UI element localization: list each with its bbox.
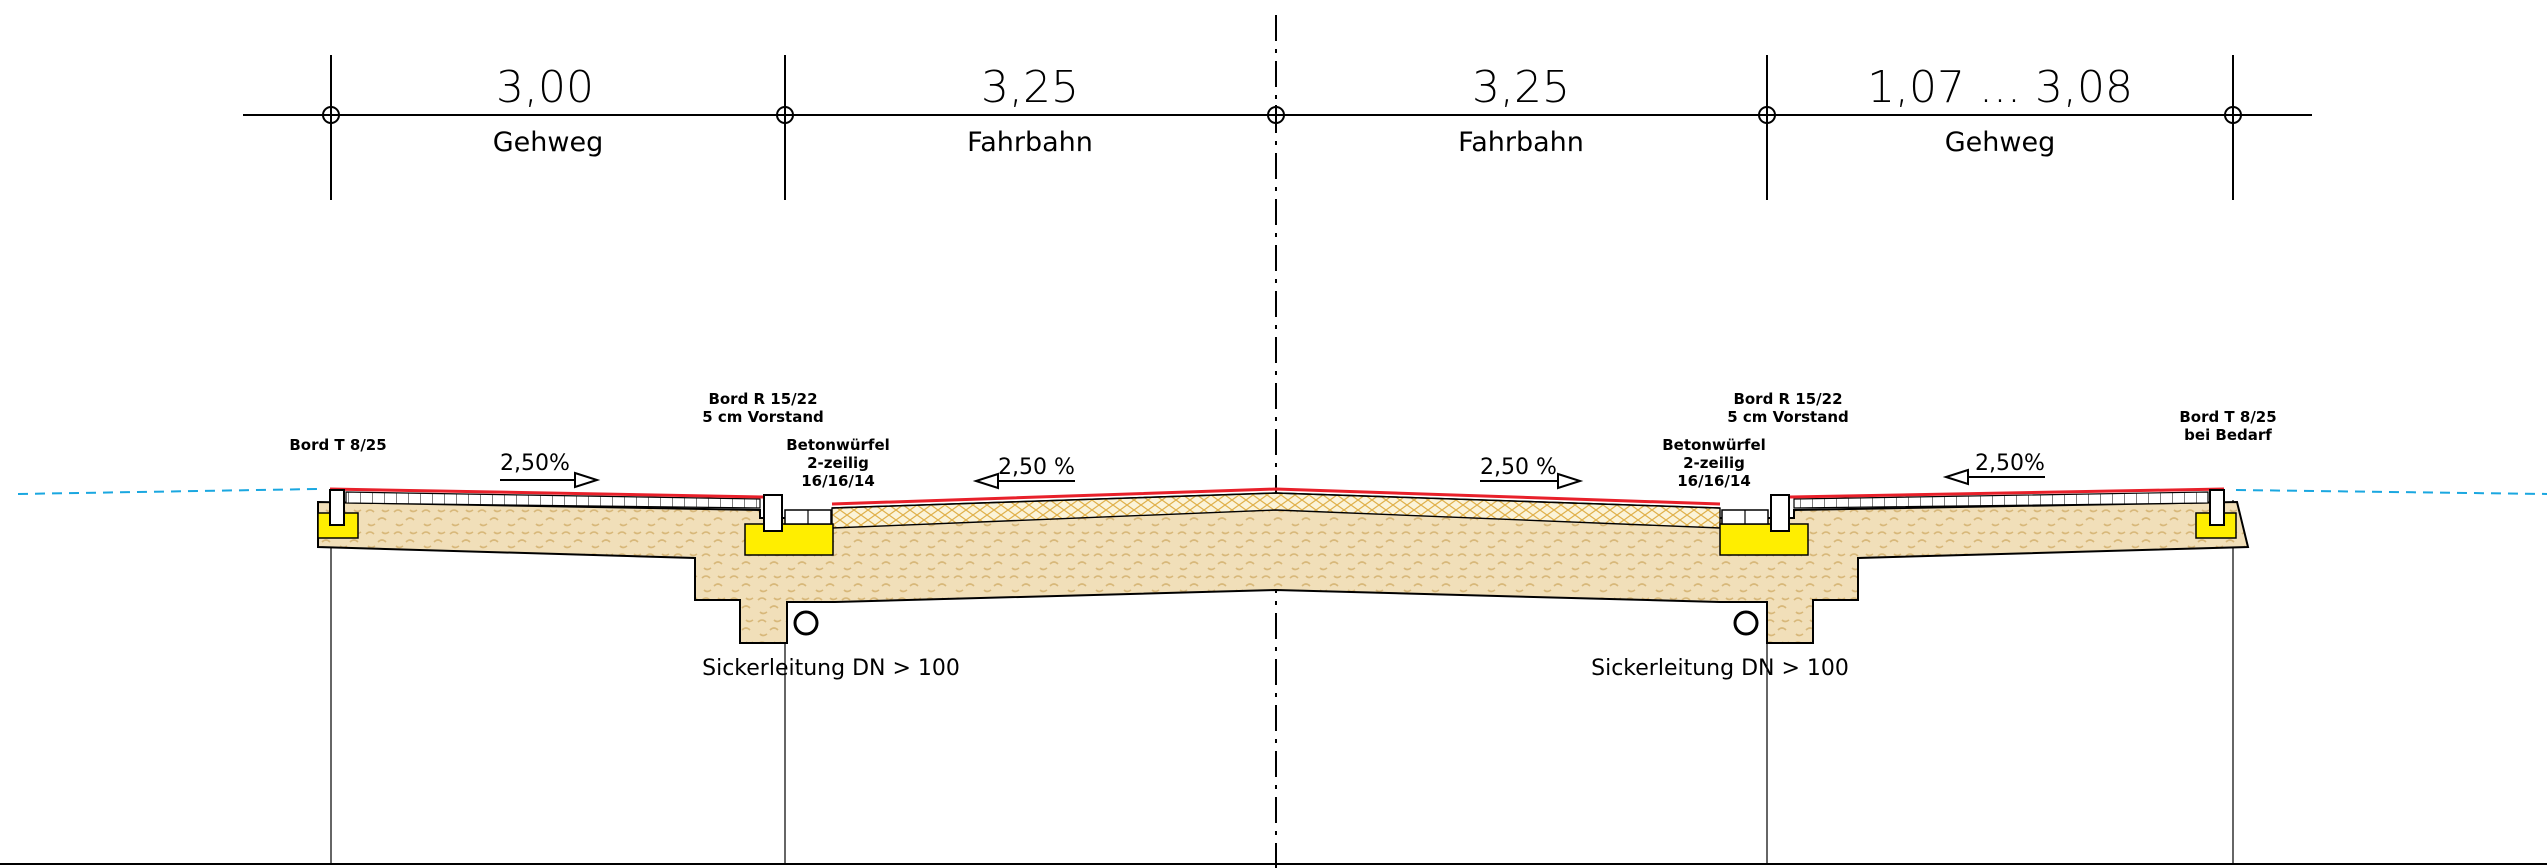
slope-label-road-left: 2,50 % [998,455,1075,480]
label-beton-right-line1: Betonwürfel [1662,436,1766,454]
dimension-value-sidewalk-left: 3,00 [496,62,594,113]
drain-pipe-left [795,612,817,634]
label-beton-right-line2: 2-zeilig [1683,454,1745,472]
dimension-name-sidewalk-right: Gehweg [1945,127,2055,158]
drain-pipe-right [1735,612,1757,634]
existing-ground-line-left [18,489,318,494]
dimension-name-sidewalk-left: Gehweg [493,127,603,158]
dimension-name-lane-left: Fahrbahn [967,127,1093,158]
dimension-value-lane-left: 3,25 [981,62,1079,113]
label-bord-t-right-line1: Bord T 8/25 [2179,408,2276,426]
dimension-node-marker [1757,105,1777,125]
label-bord-r-right-line2: 5 cm Vorstand [1727,408,1849,426]
label-bord-t-left: Bord T 8/25 [289,436,386,454]
dimension-chain: 3,00 Gehweg 3,25 Fahrbahn 3,25 Fahrbahn … [243,55,2312,200]
dimension-node-marker [775,105,795,125]
slope-label-sidewalk-right: 2,50% [1975,451,2045,476]
label-bord-r-left-line1: Bord R 15/22 [708,390,817,408]
label-beton-left-line3: 16/16/14 [801,472,875,490]
label-bord-r-right-line1: Bord R 15/22 [1733,390,1842,408]
label-bord-t-right-line2: bei Bedarf [2184,426,2272,444]
label-pipe-left: Sickerleitung DN > 100 [702,656,960,681]
subbase-body [318,495,2248,643]
dimension-node-marker [321,105,341,125]
label-beton-left-line1: Betonwürfel [786,436,890,454]
dimension-node-marker [2223,105,2243,125]
existing-ground-line-right [2236,490,2547,494]
label-pipe-right: Sickerleitung DN > 100 [1591,656,1849,681]
dimension-name-lane-right: Fahrbahn [1458,127,1584,158]
label-bord-r-left-line2: 5 cm Vorstand [702,408,824,426]
dimension-value-sidewalk-right: 1,07 ... 3,08 [1867,62,2133,113]
label-beton-right-line3: 16/16/14 [1677,472,1751,490]
label-beton-left-line2: 2-zeilig [807,454,869,472]
slope-label-sidewalk-left: 2,50% [500,451,570,476]
dimension-value-lane-right: 3,25 [1472,62,1570,113]
slope-label-road-right: 2,50 % [1480,455,1557,480]
